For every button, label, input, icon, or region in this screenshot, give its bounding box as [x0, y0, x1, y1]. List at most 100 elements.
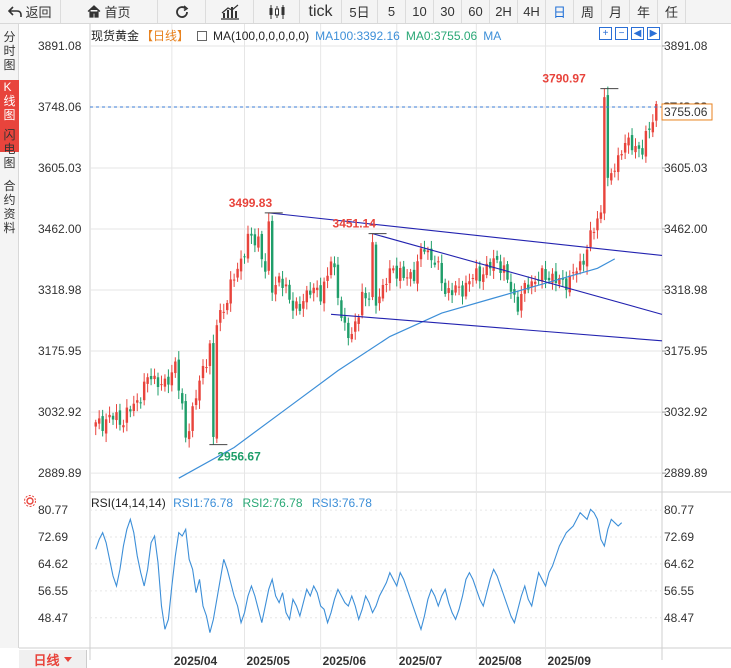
candle-body [499, 261, 502, 273]
rsi-legend: RSI(14,14,14) RSI1:76.78 RSI2:76.78 RSI3… [91, 496, 372, 510]
period-tab-0[interactable]: 5日 [342, 0, 378, 23]
candlestick-type-button[interactable] [254, 0, 300, 23]
month-label-5: 2025/09 [548, 654, 592, 668]
chart-type-button[interactable] [206, 0, 254, 23]
candle-body [229, 279, 232, 304]
candle-body [198, 380, 201, 401]
ma0-value: MA0:3755.06 [405, 28, 478, 43]
period-tab-8[interactable]: 周 [574, 0, 602, 23]
period-tab-1[interactable]: 5 [378, 0, 406, 23]
candle-body [305, 290, 309, 303]
rsi1-value: RSI1:76.78 [173, 496, 234, 510]
period-tab-3[interactable]: 30 [434, 0, 462, 23]
candle-body [592, 231, 596, 233]
period-tab-2[interactable]: 10 [406, 0, 434, 23]
zoom-in-icon: + [602, 27, 609, 39]
candle-body [405, 277, 409, 279]
trendline-0 [268, 212, 663, 257]
current-price-tag [661, 103, 713, 121]
candle-body [174, 361, 177, 374]
home-icon [88, 5, 101, 18]
rsi-settings-icon[interactable] [23, 494, 37, 508]
candle-body [274, 285, 277, 295]
candle-body [97, 418, 101, 424]
candle-body [167, 376, 170, 385]
candle-body [433, 262, 437, 265]
candle-body [378, 296, 381, 304]
candle-body [129, 409, 132, 412]
candle-body [122, 425, 125, 428]
candle-body [367, 298, 371, 300]
zoom-in-button[interactable]: + [599, 27, 612, 40]
candle-body [572, 272, 575, 274]
tab-contract-info[interactable]: 合约资料 [3, 179, 16, 235]
candle-body [315, 287, 319, 291]
candle-body [364, 292, 367, 299]
candle-body [523, 282, 526, 294]
scroll-right-button[interactable]: ▶ [647, 27, 660, 40]
candle-body [610, 173, 613, 181]
period-tab-5[interactable]: 2H [490, 0, 518, 23]
candle-body [139, 402, 142, 404]
candle-body [430, 248, 433, 261]
period-tab-9[interactable]: 月 [602, 0, 630, 23]
candle-body [482, 274, 485, 282]
candle-body [191, 406, 194, 431]
candle-body [627, 137, 630, 146]
candle-body [475, 268, 478, 281]
home-button[interactable]: 首页 [61, 0, 158, 23]
candle-body [443, 282, 447, 294]
candle-body [423, 249, 426, 252]
candle-body [603, 97, 606, 214]
candle-body [533, 281, 537, 284]
candle-body [264, 261, 267, 272]
month-label-2: 2025/06 [323, 654, 367, 668]
rsi2-value: RSI2:76.78 [242, 496, 303, 510]
scroll-left-button[interactable]: ◀ [631, 27, 644, 40]
chevron-down-icon [63, 656, 72, 662]
candle-body [468, 281, 471, 285]
rsi-tick-left-3: 56.55 [38, 584, 68, 598]
candle-body [257, 236, 260, 248]
candle-body [374, 244, 378, 306]
rsi-line [95, 508, 623, 633]
candle-body [142, 381, 146, 401]
candle-body [326, 275, 329, 281]
tab-lightning[interactable]: 闪电图 [3, 128, 16, 170]
zoom-out-button[interactable]: − [615, 27, 628, 40]
period-tab-11[interactable]: 任 [658, 0, 686, 23]
ma100-line [178, 258, 616, 479]
refresh-button[interactable] [158, 0, 206, 23]
ma-settings-label: MA(100,0,0,0,0,0) [213, 28, 310, 43]
settings-icon[interactable] [197, 30, 208, 41]
candle-body [298, 303, 302, 311]
candle-body [205, 367, 208, 369]
back-arrow-icon [8, 5, 23, 17]
candle-body [360, 291, 364, 316]
candle-body [226, 302, 229, 311]
candle-body [343, 316, 347, 323]
annotation-label-1: 3451.14 [333, 217, 377, 231]
month-label-0: 2025/04 [174, 654, 218, 668]
period-tab-4[interactable]: 60 [462, 0, 490, 23]
tab-timeshare[interactable]: 分时图 [3, 30, 16, 72]
period-tab-7[interactable]: 日 [546, 0, 574, 23]
candle-body [309, 290, 312, 295]
period-tab-6[interactable]: 4H [518, 0, 546, 23]
candle-body [634, 146, 637, 153]
back-button[interactable]: 返回 [0, 0, 61, 23]
instrument-name: 现货黄金 [91, 29, 140, 43]
candle-body [181, 393, 184, 404]
rsi-tick-right-1: 72.69 [664, 530, 694, 544]
candle-body [637, 145, 641, 149]
candle-body [347, 322, 350, 339]
period-tab-10[interactable]: 年 [630, 0, 658, 23]
tick-button[interactable]: tick [300, 0, 342, 23]
candle-body [212, 343, 215, 437]
period-selector[interactable]: 日线 [19, 650, 87, 668]
back-label: 返回 [25, 5, 52, 20]
candle-body [502, 265, 506, 273]
